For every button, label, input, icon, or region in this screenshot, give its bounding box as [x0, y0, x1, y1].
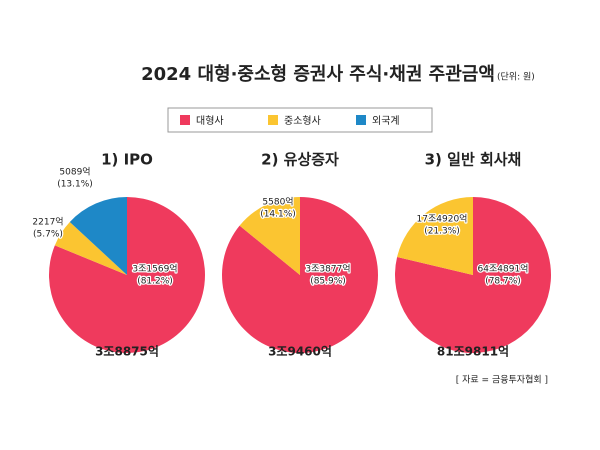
amount-label: 64조4891억: [478, 263, 529, 275]
value-label: (85.9%): [310, 277, 346, 287]
amount-label: 2217억: [32, 216, 63, 228]
chart-subtitle: (단위: 원): [497, 72, 535, 83]
amount-label: 5089억: [59, 166, 90, 178]
legend-label: 중소형사: [284, 115, 321, 127]
total-label: 3조9460억: [268, 345, 332, 359]
value-label: (81.2%): [137, 277, 173, 287]
pie-slice: [54, 221, 127, 275]
chart-title: 2024 대형·중소형 증권사 주식·채권 주관금액: [141, 64, 495, 85]
value-label: (13.1%): [57, 180, 93, 190]
legend-box: [167, 107, 433, 133]
pie-slice: [397, 197, 473, 275]
amount-label: 5580억: [262, 196, 293, 208]
legend-swatch: [356, 115, 366, 125]
legend-label: 외국계: [372, 115, 400, 127]
pie-title: 3) 일반 회사채: [425, 151, 522, 169]
pie-slice: [69, 197, 127, 275]
amount-label: 3조3877억: [305, 263, 350, 275]
pie-title: 1) IPO: [101, 151, 153, 169]
pie-title: 2) 유상증자: [261, 151, 339, 169]
total-label: 81조9811억: [437, 345, 509, 359]
amount-label: 17조4920억: [417, 213, 468, 225]
value-label: (5.7%): [33, 230, 63, 240]
source: [ 자료 = 금융투자협회 ]: [456, 374, 548, 386]
legend-swatch: [180, 115, 190, 125]
pie-slice: [239, 197, 300, 275]
total-label: 3조8875억: [95, 345, 159, 359]
legend-label: 대형사: [196, 115, 224, 127]
value-label: (14.1%): [260, 210, 296, 220]
legend-swatch: [268, 115, 278, 125]
pie-slice: [395, 197, 552, 353]
amount-label: 3조1569억: [132, 263, 177, 275]
value-label: (21.3%): [424, 227, 460, 237]
value-label: (78.7%): [485, 277, 521, 287]
